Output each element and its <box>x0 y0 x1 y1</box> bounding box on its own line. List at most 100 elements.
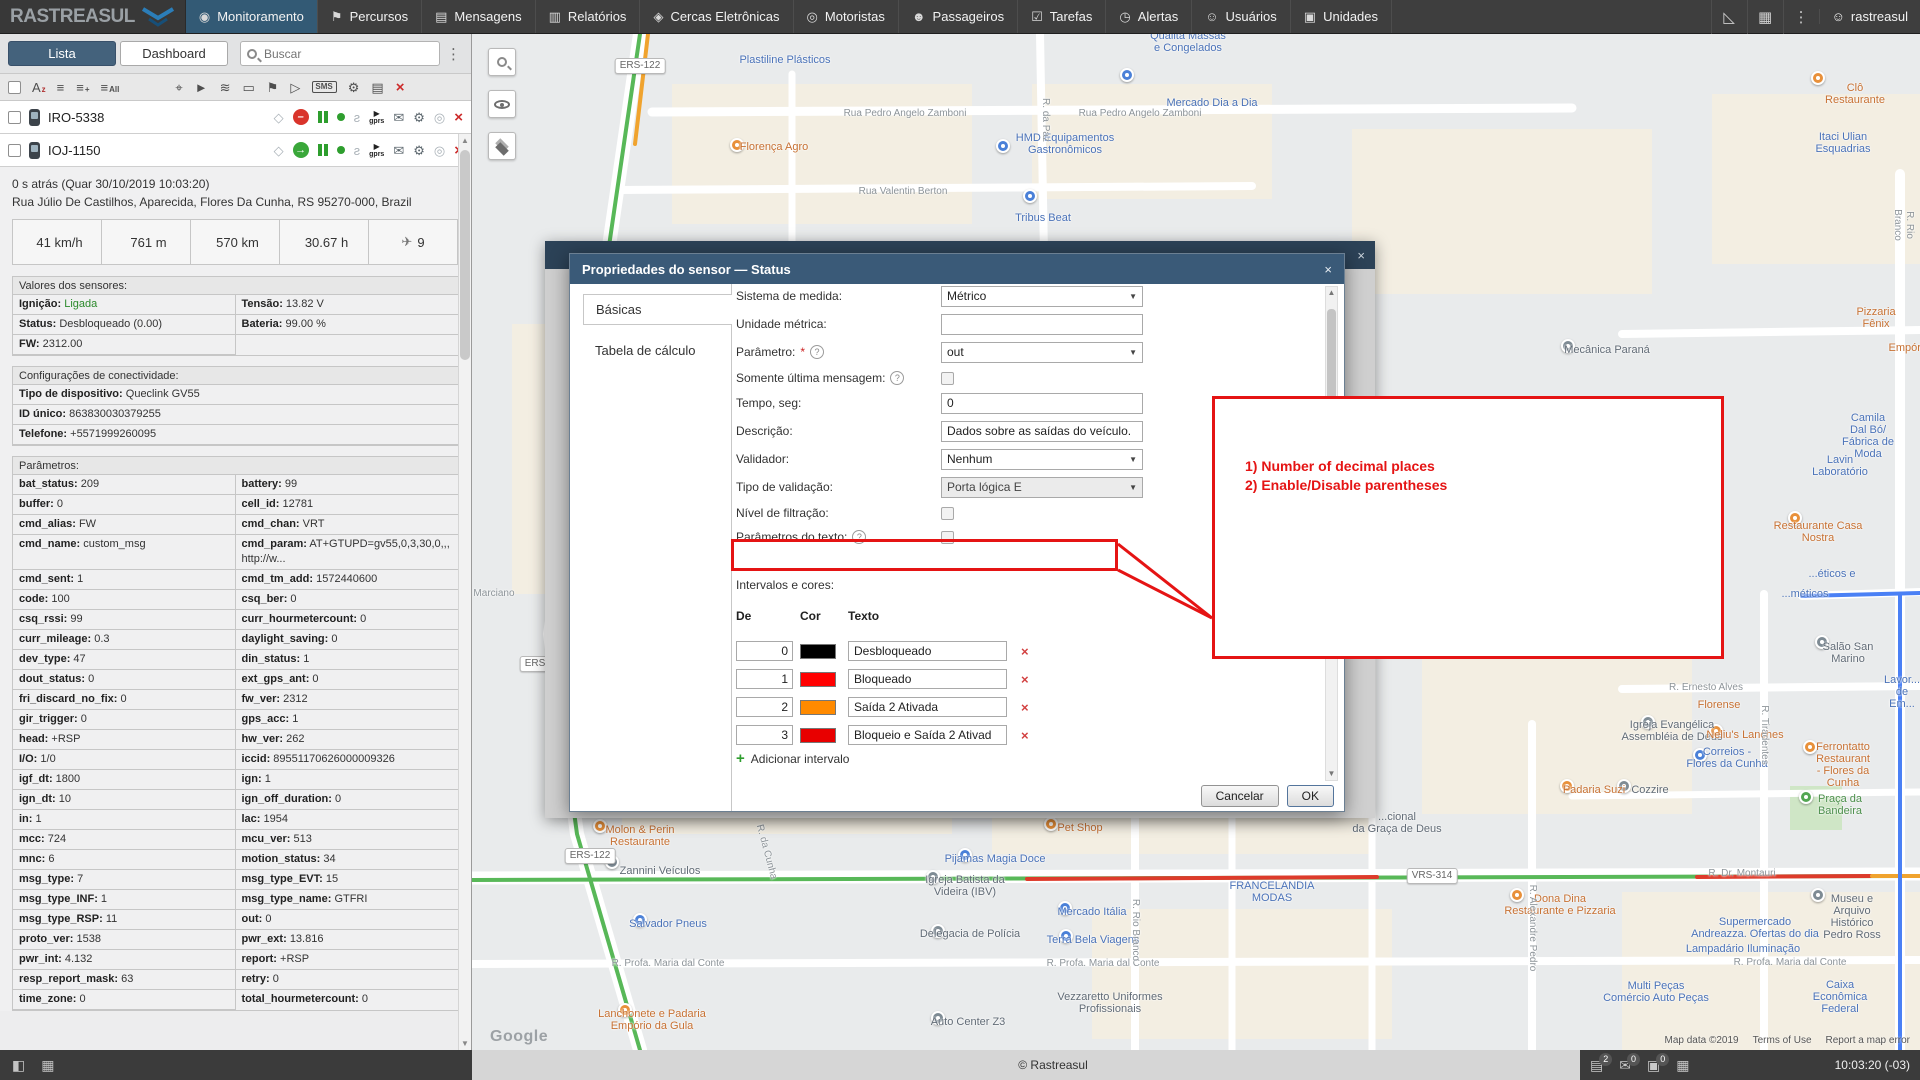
gprs-icon[interactable]: ▶ gprs <box>369 141 385 158</box>
wrench-icon[interactable]: ⚙ <box>413 109 425 125</box>
vehicle-row[interactable]: IRO-5338 ◇ – ƨ ▶ gprs ✉ ⚙ ◎ × <box>0 101 471 134</box>
interval-from-input[interactable] <box>736 669 793 689</box>
map-pin[interactable] <box>1561 339 1575 353</box>
somente-ultima-checkbox[interactable] <box>941 371 954 385</box>
delete-interval-icon[interactable]: × <box>1021 671 1029 687</box>
report-error-link[interactable]: Report a map error <box>1825 1035 1910 1046</box>
signal-icon[interactable]: ≋ <box>219 79 231 95</box>
motoristas[interactable]: ◎ Motoristas <box>794 0 899 33</box>
measure-icon[interactable]: ◺ <box>1710 0 1747 34</box>
interval-color-swatch[interactable] <box>800 727 836 743</box>
layout-grid-icon[interactable]: ▦ <box>1676 1056 1690 1073</box>
map-pin[interactable] <box>1120 68 1134 82</box>
scrollbar-thumb[interactable] <box>1327 309 1336 429</box>
tarefas[interactable]: ☑ Tarefas <box>1018 0 1107 33</box>
help-icon[interactable]: ? <box>852 530 867 544</box>
message-icon[interactable]: ✉ <box>393 142 405 158</box>
lock-state-icon[interactable]: – <box>292 109 309 125</box>
delete-interval-icon[interactable]: × <box>1021 699 1029 715</box>
map-pin[interactable] <box>1803 740 1817 754</box>
tools-icon[interactable]: ⚙ <box>347 79 360 95</box>
unidade-metrica-input[interactable] <box>941 313 1143 335</box>
mensagens[interactable]: ▤ Mensagens <box>422 0 536 33</box>
map-pin[interactable] <box>1811 71 1825 85</box>
tempo-input[interactable] <box>941 392 1143 414</box>
usuarios[interactable]: ☺ Usuários <box>1192 0 1291 33</box>
more-menu-icon[interactable]: ⋮ <box>1782 0 1819 34</box>
interval-color-swatch[interactable] <box>800 671 836 687</box>
map-pin[interactable] <box>931 924 945 938</box>
follow-icon[interactable]: ► <box>194 79 208 95</box>
map-pin[interactable] <box>618 1003 632 1017</box>
map-pin[interactable] <box>1788 511 1802 525</box>
filter-all-icon[interactable]: ≡ All <box>100 79 120 95</box>
unidades[interactable]: ▣ Unidades <box>1291 0 1393 33</box>
scroll-up-icon[interactable]: ▲ <box>1327 288 1336 297</box>
map-pin[interactable] <box>1709 724 1723 738</box>
interval-from-input[interactable] <box>736 641 793 661</box>
route-flag-icon[interactable]: ⚑ <box>266 79 279 95</box>
dialog-header[interactable]: Propriedades do sensor — Status × <box>570 254 1344 284</box>
jobs-status-icon[interactable]: ▣ 0 <box>1647 1052 1670 1074</box>
map-pin[interactable] <box>593 819 607 833</box>
relatorios[interactable]: ▥ Relatórios <box>536 0 641 33</box>
scrollbar-thumb[interactable] <box>460 150 470 360</box>
gprs-icon[interactable]: ▶ gprs <box>369 108 385 125</box>
wrench-icon[interactable]: ⚙ <box>413 142 425 158</box>
close-icon[interactable]: × <box>1324 261 1332 277</box>
map-pin[interactable] <box>1059 929 1073 943</box>
terms-link[interactable]: Terms of Use <box>1752 1035 1812 1046</box>
map-pin[interactable] <box>1799 790 1813 804</box>
lock-state-icon[interactable]: → <box>292 142 309 158</box>
map-pin[interactable] <box>633 913 647 927</box>
scroll-down-icon[interactable]: ▼ <box>461 1039 469 1048</box>
tab-lista[interactable]: Lista <box>8 41 116 66</box>
trips-icon[interactable]: ƨ <box>353 142 361 158</box>
sidebar-menu-icon[interactable]: ⋮ <box>446 45 461 63</box>
descricao-input[interactable] <box>941 420 1143 442</box>
vehicle-row[interactable]: IOJ-1150 ◇ → ƨ ▶gprs ✉ ⚙ ◎ × <box>0 134 471 167</box>
messages-status-icon[interactable]: ✉ 0 <box>1619 1052 1640 1074</box>
alertas[interactable]: ◷ Alertas <box>1106 0 1193 33</box>
pause-icon[interactable] <box>317 111 328 123</box>
map-pin[interactable] <box>1510 888 1524 902</box>
parametro-select[interactable]: out ▼ <box>941 341 1143 363</box>
dialog-tab[interactable]: Tabela de cálculo <box>595 343 696 358</box>
interval-color-swatch[interactable] <box>800 699 836 715</box>
media-icon[interactable]: ▷ <box>290 79 301 95</box>
cancel-button[interactable]: Cancelar <box>1200 785 1279 807</box>
remove-icon[interactable]: × <box>454 108 463 126</box>
tipo-validacao-select[interactable]: Porta lógica E ▼ <box>941 476 1143 498</box>
filter-add-icon[interactable]: ≡ + <box>76 79 90 95</box>
target-icon[interactable]: ◎ <box>433 142 446 158</box>
map-pin[interactable] <box>1617 779 1631 793</box>
monitoramento[interactable]: ◉ Monitoramento <box>185 0 318 33</box>
map-pin[interactable] <box>1023 189 1037 203</box>
interval-text-input[interactable] <box>848 725 1007 745</box>
delete-interval-icon[interactable]: × <box>1021 643 1029 659</box>
user-menu[interactable]: ☺ rastreasul <box>1818 9 1920 24</box>
cercas-eletronicas[interactable]: ◈ Cercas Eletrônicas <box>640 0 794 33</box>
help-icon[interactable]: ? <box>810 345 825 359</box>
tab-dashboard[interactable]: Dashboard <box>120 41 228 66</box>
pause-icon[interactable] <box>317 144 328 156</box>
locate-vehicle-icon[interactable]: ◇ <box>273 109 284 125</box>
map-layers-button[interactable] <box>488 132 516 160</box>
nivel-filtracao-checkbox[interactable] <box>941 506 954 520</box>
collapse-panel-icon[interactable]: ◧ <box>12 1056 26 1073</box>
delete-interval-icon[interactable]: × <box>1021 727 1029 743</box>
events-icon[interactable]: ▤ 2 <box>1590 1052 1613 1074</box>
sms-icon[interactable]: SMS <box>312 81 337 93</box>
trips-icon[interactable]: ƨ <box>353 109 361 125</box>
search-input[interactable] <box>262 45 422 62</box>
map-pin[interactable] <box>730 138 744 152</box>
interval-from-input[interactable] <box>736 725 793 745</box>
interval-from-input[interactable] <box>736 697 793 717</box>
map-pin[interactable] <box>1815 635 1829 649</box>
interval-text-input[interactable] <box>848 697 1007 717</box>
map-pin[interactable] <box>931 1011 945 1025</box>
map-pin[interactable] <box>1811 888 1825 902</box>
locate-vehicle-icon[interactable]: ◇ <box>273 142 284 158</box>
locate-icon[interactable]: ⌖ <box>175 79 183 95</box>
map-pin[interactable] <box>1693 748 1707 762</box>
